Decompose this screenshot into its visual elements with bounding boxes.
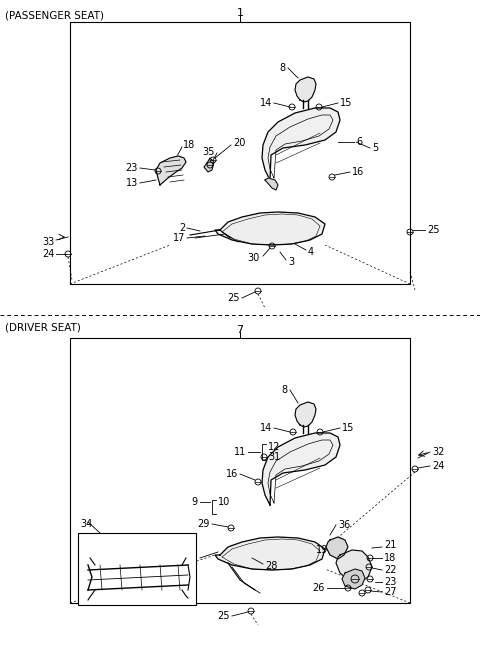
Polygon shape <box>262 433 340 505</box>
Text: 24: 24 <box>432 461 444 471</box>
Polygon shape <box>156 156 186 185</box>
Bar <box>70 22 410 284</box>
Polygon shape <box>342 569 365 589</box>
Text: 8: 8 <box>282 385 288 395</box>
Polygon shape <box>326 537 348 559</box>
Text: 16: 16 <box>352 167 364 177</box>
Text: 29: 29 <box>198 519 210 529</box>
Text: 19: 19 <box>316 545 328 555</box>
Polygon shape <box>295 402 316 427</box>
Text: 16: 16 <box>226 469 238 479</box>
Text: 9: 9 <box>192 497 198 507</box>
Polygon shape <box>204 158 214 172</box>
Text: 25: 25 <box>217 611 230 621</box>
Text: 25: 25 <box>427 225 440 235</box>
Text: 5: 5 <box>372 143 378 153</box>
Text: 14: 14 <box>260 98 272 108</box>
Text: (DRIVER SEAT): (DRIVER SEAT) <box>5 322 81 332</box>
Text: 34: 34 <box>80 519 92 529</box>
Polygon shape <box>262 108 340 180</box>
Text: 1: 1 <box>237 8 243 18</box>
Text: 28: 28 <box>265 561 277 571</box>
Text: 17: 17 <box>173 233 185 243</box>
Text: 30: 30 <box>248 253 260 263</box>
Text: 15: 15 <box>340 98 352 108</box>
Text: 21: 21 <box>384 540 396 550</box>
Bar <box>78 533 196 605</box>
Text: 12: 12 <box>268 442 280 452</box>
Text: 26: 26 <box>312 583 325 593</box>
Text: 18: 18 <box>384 553 396 563</box>
Text: 15: 15 <box>342 423 354 433</box>
Text: 3: 3 <box>288 257 294 267</box>
Text: 18: 18 <box>183 140 195 150</box>
Text: 31: 31 <box>268 452 280 462</box>
Text: 35: 35 <box>203 147 215 157</box>
Text: 10: 10 <box>218 497 230 507</box>
Text: 33: 33 <box>43 237 55 247</box>
Bar <box>70 338 410 603</box>
Text: 2: 2 <box>179 223 185 233</box>
Text: 7: 7 <box>237 325 243 335</box>
Polygon shape <box>295 77 316 102</box>
Text: 4: 4 <box>308 247 314 257</box>
Polygon shape <box>215 537 325 570</box>
Polygon shape <box>265 178 278 190</box>
Text: 6: 6 <box>356 137 362 147</box>
Text: 25: 25 <box>228 293 240 303</box>
Text: 17: 17 <box>186 555 198 565</box>
Text: 23: 23 <box>126 163 138 173</box>
Text: 24: 24 <box>43 249 55 259</box>
Text: 13: 13 <box>126 178 138 188</box>
Text: 14: 14 <box>260 423 272 433</box>
Text: 27: 27 <box>384 587 396 597</box>
Polygon shape <box>336 550 372 583</box>
Text: 8: 8 <box>279 63 285 73</box>
Text: 23: 23 <box>384 577 396 587</box>
Text: 32: 32 <box>432 447 444 457</box>
Text: (PASSENGER SEAT): (PASSENGER SEAT) <box>5 10 104 20</box>
Text: 11: 11 <box>234 447 246 457</box>
Polygon shape <box>215 212 325 245</box>
Text: 20: 20 <box>233 138 245 148</box>
Text: 22: 22 <box>384 565 396 575</box>
Text: 36: 36 <box>338 520 350 530</box>
